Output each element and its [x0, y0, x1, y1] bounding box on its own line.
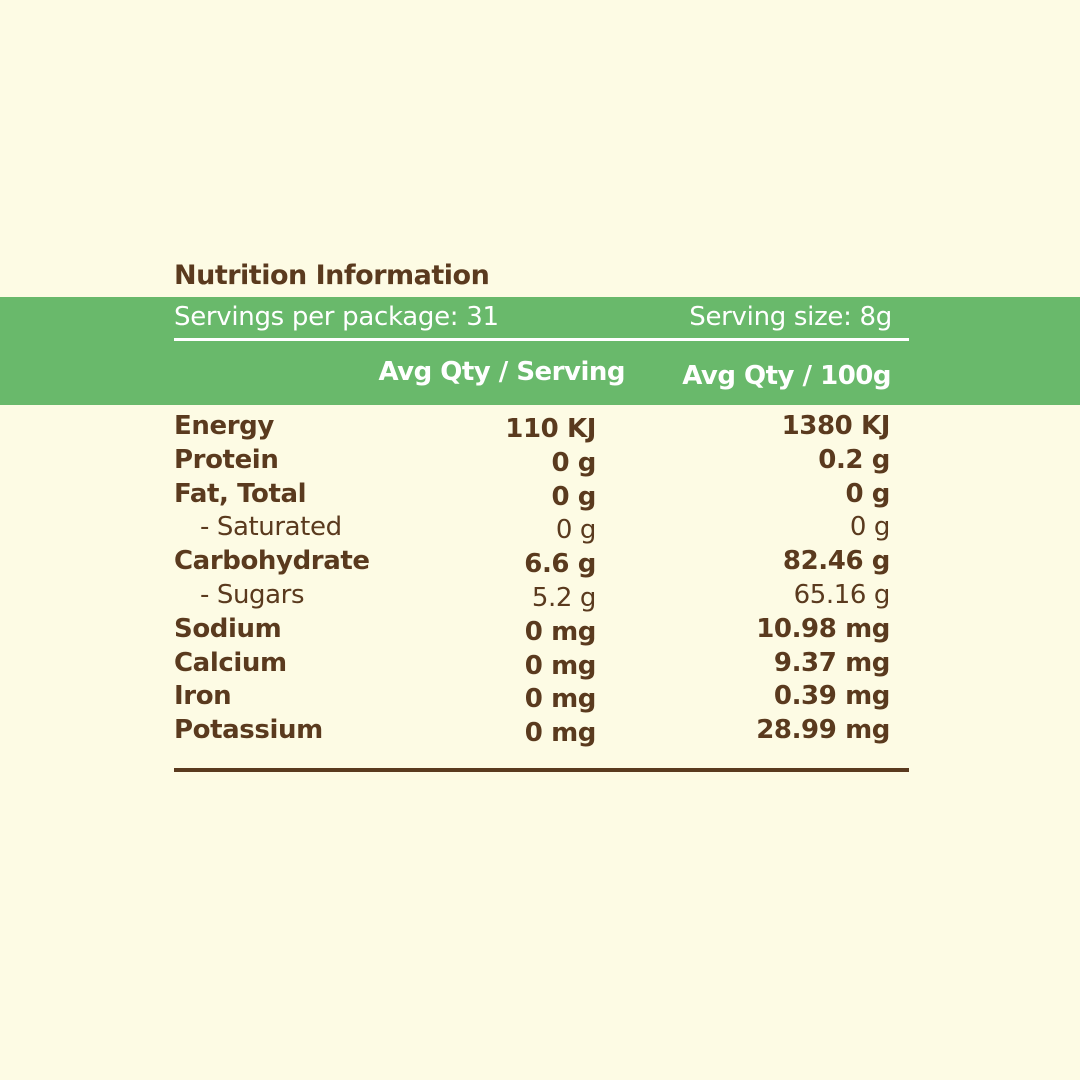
nutrient-row-fat-total: Fat, Total 0 g 0 g	[174, 477, 909, 512]
nutrient-name: Potassium	[174, 715, 323, 746]
column-header-per-serving: Avg Qty / Serving	[378, 357, 625, 387]
nutrient-name: Iron	[174, 681, 232, 712]
nutrient-row-iron: Iron 0 mg 0.39 mg	[174, 679, 909, 715]
per-100g-value: 82.46 g	[782, 546, 891, 577]
nutrient-name: Carbohydrate	[174, 546, 370, 577]
nutrient-row-protein: Protein 0 g 0.2 g	[174, 443, 909, 478]
per-100g-value: 65.16 g	[793, 579, 891, 610]
per-100g-value: 0.2 g	[818, 444, 890, 475]
header-divider	[174, 338, 909, 341]
nutrient-row-potassium: Potassium 0 mg 28.99 mg	[174, 713, 909, 749]
column-header-per-100g: Avg Qty / 100g	[682, 361, 891, 391]
per-serving-value: 0 mg	[524, 650, 597, 681]
per-serving-value: 6.6 g	[524, 549, 596, 580]
per-serving-value: 0 mg	[524, 616, 597, 647]
per-100g-value: 28.99 mg	[756, 715, 890, 746]
per-serving-value: 0 g	[555, 515, 597, 546]
nutrient-row-calcium: Calcium 0 mg 9.37 mg	[174, 646, 909, 681]
per-100g-value: 0 g	[849, 512, 891, 543]
nutrient-name: Energy	[174, 411, 274, 441]
per-serving-value: 5.2 g	[531, 582, 597, 613]
nutrient-name: Fat, Total	[174, 478, 307, 509]
per-serving-value: 0 mg	[524, 684, 597, 715]
per-100g-value: 9.37 mg	[773, 647, 891, 678]
header-band	[0, 297, 1080, 405]
per-100g-value: 10.98 mg	[756, 613, 890, 644]
nutrient-row-sugars: - Sugars 5.2 g 65.16 g	[174, 578, 909, 613]
per-serving-value: 0 g	[551, 481, 596, 512]
nutrient-name: Calcium	[174, 647, 287, 678]
serving-size: Serving size: 8g	[689, 302, 892, 332]
nutrient-name: - Sugars	[200, 579, 305, 610]
servings-per-package: Servings per package: 31	[174, 302, 499, 332]
nutrient-row-carbohydrate: Carbohydrate 6.6 g 82.46 g	[174, 544, 909, 580]
per-100g-value: 0 g	[845, 478, 890, 509]
per-serving-value: 110 KJ	[505, 414, 596, 444]
nutrient-row-energy: Energy 110 KJ 1380 KJ	[174, 409, 909, 444]
nutrient-row-sodium: Sodium 0 mg 10.98 mg	[174, 612, 909, 647]
nutrient-name: - Saturated	[200, 512, 342, 543]
nutrition-title: Nutrition Information	[174, 260, 490, 291]
nutrient-table: Energy 110 KJ 1380 KJ Protein 0 g 0.2 g …	[174, 409, 909, 749]
per-serving-value: 0 g	[551, 447, 596, 478]
per-100g-value: 1380 KJ	[781, 411, 891, 441]
nutrient-name: Sodium	[174, 613, 282, 644]
bottom-divider	[174, 768, 909, 772]
nutrient-row-saturated: - Saturated 0 g 0 g	[174, 510, 909, 546]
per-100g-value: 0.39 mg	[773, 681, 891, 712]
per-serving-value: 0 mg	[524, 718, 597, 749]
nutrient-name: Protein	[174, 444, 279, 475]
